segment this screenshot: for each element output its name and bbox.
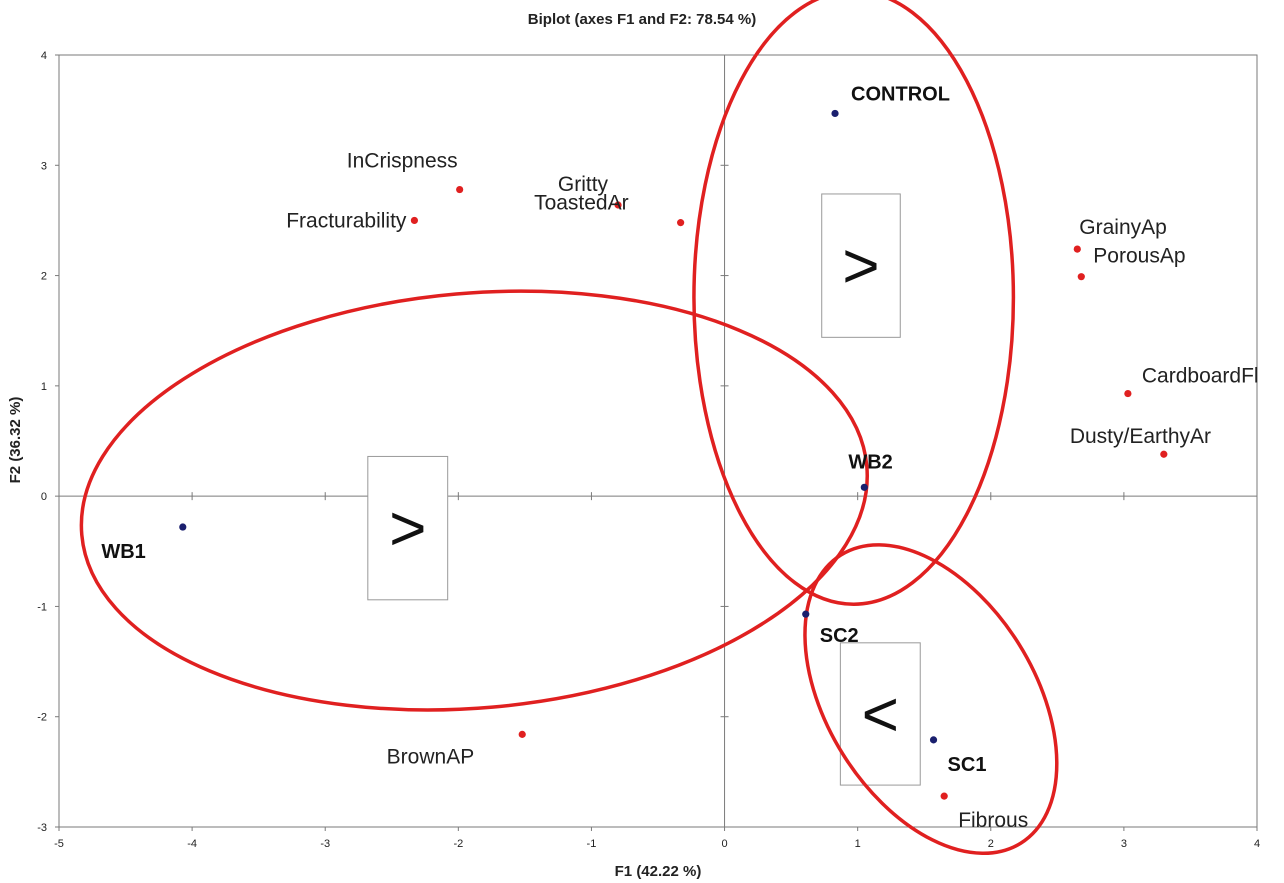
variable-point-fibrous (940, 792, 948, 800)
variable-label-cardboardfl: CardboardFl (1142, 365, 1259, 388)
variable-label-brownap: BrownAP (387, 745, 475, 768)
observation-point-sc1 (929, 736, 938, 744)
variable-label-dusty-earthyar: Dusty/EarthyAr (1070, 425, 1211, 448)
variable-point-toastedar (677, 219, 685, 227)
observation-label-sc2: SC2 (820, 625, 859, 647)
variable-label-toastedar: ToastedAr (534, 192, 629, 215)
variable-point-incrispness (456, 185, 464, 194)
observation-label-wb2: WB2 (848, 451, 892, 473)
x-tick-label: -2 (453, 838, 463, 850)
y-tick-label: 4 (41, 50, 47, 62)
variable-point-cardboardfl (1124, 389, 1132, 398)
variable-point-dusty-earthyar (1160, 450, 1168, 458)
observation-label-control: CONTROL (851, 83, 950, 105)
greater-than-sign: > (842, 230, 879, 302)
y-tick-label: 3 (41, 160, 47, 172)
group-ellipse (803, 543, 1059, 856)
y-tick-label: -2 (37, 712, 47, 724)
observation-point-sc2 (802, 610, 810, 618)
variable-point-brownap (518, 730, 526, 738)
greater-than-sign: > (389, 492, 426, 564)
variable-point-grainyap (1073, 245, 1081, 253)
variable-point-fracturability (410, 216, 419, 225)
variable-label-incrispness: InCrispness (347, 150, 458, 173)
x-tick-label: 4 (1254, 838, 1260, 850)
x-tick-label: 1 (855, 838, 861, 850)
x-tick-label: -1 (587, 838, 597, 850)
variable-label-porousap: PorousAp (1093, 245, 1185, 268)
y-tick-label: -1 (37, 601, 47, 613)
variable-point-gritty (614, 201, 622, 209)
plot-area: -5 -4 -3 -2 -1 0 1 2 3 4 -3 -2 -1 0 1 2 3 4 > > < InCrispness… (37, 0, 1260, 856)
y-tick-label: 0 (41, 491, 47, 503)
variable-label-fracturability: Fracturability (286, 209, 407, 232)
variable-label-grainyap: GrainyAp (1079, 216, 1167, 239)
comparison-box (821, 193, 901, 338)
x-tick-label: 2 (988, 838, 994, 850)
observation-point-control (831, 109, 839, 118)
x-tick-label: -5 (54, 838, 64, 850)
x-tick-label: 0 (721, 838, 727, 850)
chart-title: Biplot (axes F1 and F2: 78.54 %) (528, 11, 756, 28)
group-ellipse (79, 289, 869, 712)
x-tick-label: -4 (187, 838, 197, 850)
y-axis-label: F2 (36.32 %) (7, 397, 24, 484)
observation-label-wb1: WB1 (101, 541, 145, 563)
y-tick-label: -3 (37, 822, 47, 834)
variable-point-porousap (1077, 273, 1085, 281)
x-tick-label: -3 (320, 838, 330, 850)
y-tick-label: 1 (41, 381, 47, 393)
variable-label-fibrous: Fibrous (958, 809, 1028, 832)
x-tick-label: 3 (1121, 838, 1127, 850)
plot-frame (58, 54, 1258, 828)
observation-point-wb2 (860, 483, 868, 491)
observation-label-sc1: SC1 (948, 754, 987, 776)
comparison-box (367, 455, 449, 601)
variable-label-gritty: Gritty (558, 173, 609, 196)
x-axis-label: F1 (42.22 %) (615, 863, 702, 880)
less-than-sign: < (862, 678, 899, 750)
observation-point-wb1 (179, 523, 187, 531)
comparison-box (839, 642, 921, 786)
y-tick-label: 2 (41, 271, 47, 283)
group-ellipse (692, 0, 1016, 606)
